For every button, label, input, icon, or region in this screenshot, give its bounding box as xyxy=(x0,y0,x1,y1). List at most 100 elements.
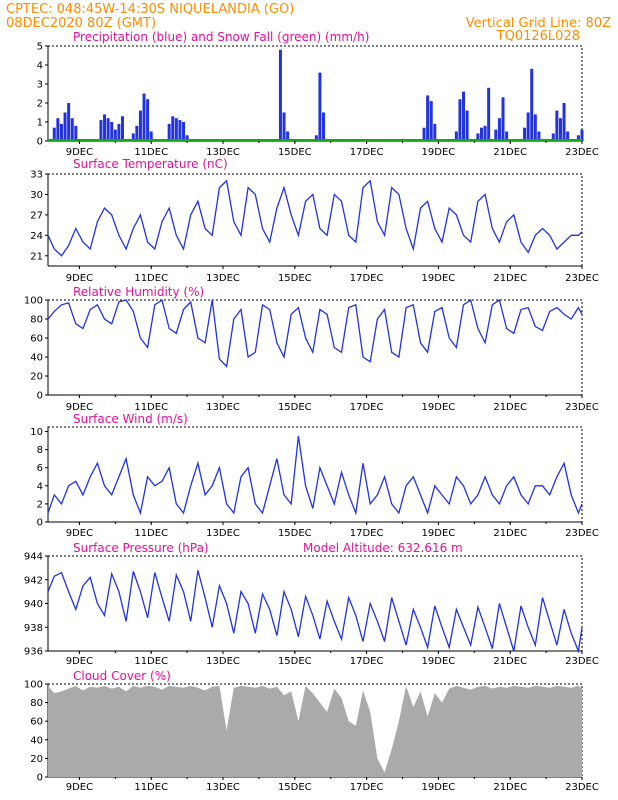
x-tick-label-pressure: 21DEC xyxy=(493,656,527,667)
precip-bar xyxy=(131,133,135,141)
y-tick-label-wind: 2 xyxy=(37,499,43,510)
y-tick-label-pressure: 944 xyxy=(24,552,43,563)
precip-bar xyxy=(120,116,124,141)
panel-frame-rh xyxy=(47,299,583,396)
y-tick-label-rh: 40 xyxy=(30,353,43,364)
precip-bar xyxy=(110,122,114,141)
precip-bar xyxy=(454,131,458,141)
precip-bar xyxy=(494,129,498,141)
y-tick-label-precip: 0 xyxy=(37,137,43,148)
x-tick-label-precip: 15DEC xyxy=(278,147,312,158)
precip-bar xyxy=(178,120,182,141)
x-tick-label-wind: 9DEC xyxy=(66,528,93,539)
precip-bar xyxy=(146,99,150,141)
y-tick-label-wind: 8 xyxy=(37,445,43,456)
panel-pressure: Surface Pressure (hPa) Model Altitude: 63… xyxy=(24,541,599,667)
header-date: 08DEC2020 80Z (GMT) xyxy=(6,16,156,31)
x-tick-label-temp: 11DEC xyxy=(134,273,168,284)
panel-wind: Surface Wind (m/s) 0 2 4 6 8 10 9DEC 11DEC 13DEC 1… xyxy=(30,412,599,539)
precip-bar xyxy=(551,133,555,141)
y-tick-label-rh: 100 xyxy=(24,296,43,307)
panel-title-precip: Precipitation (blue) and Snow Fall (gree… xyxy=(73,30,369,44)
x-tick-label-cloud: 11DEC xyxy=(134,782,168,793)
y-tick-label-rh: 0 xyxy=(37,391,43,402)
x-tick-label-precip: 9DEC xyxy=(66,147,93,158)
header-location: CPTEC: 048:45W-14:30S NIQUELANDIA (GO) xyxy=(6,2,294,17)
x-tick-label-rh: 9DEC xyxy=(66,402,93,413)
panel-title-cloud: Cloud Cover (%) xyxy=(73,669,171,683)
precip-bar xyxy=(106,118,110,141)
y-tick-label-cloud: 100 xyxy=(24,680,43,691)
precip-bar xyxy=(458,99,462,141)
x-tick-label-cloud: 19DEC xyxy=(422,782,456,793)
panel-rh: Relative Humidity (%) 0 20 40 60 80 100 9DEC 11D… xyxy=(24,285,599,413)
x-tick-label-precip: 19DEC xyxy=(422,147,456,158)
x-tick-label-cloud: 9DEC xyxy=(66,782,93,793)
y-tick-label-pressure: 936 xyxy=(24,647,43,658)
precip-bar xyxy=(174,118,178,141)
panel-title-pressure: Surface Pressure (hPa) xyxy=(73,541,209,555)
y-tick-label-cloud: 80 xyxy=(30,698,43,709)
y-tick-label-temp: 21 xyxy=(30,251,43,262)
precip-bar xyxy=(558,118,562,141)
precip-bar xyxy=(580,129,584,141)
series-line-wind xyxy=(47,435,583,516)
y-tick-label-cloud: 0 xyxy=(37,773,43,784)
precip-bar xyxy=(167,123,171,141)
header-grid-line: Vertical Grid Line: 80Z xyxy=(466,16,611,31)
x-tick-label-precip: 13DEC xyxy=(206,147,240,158)
precip-bar xyxy=(74,125,78,141)
y-tick-label-cloud: 40 xyxy=(30,735,43,746)
x-tick-label-precip: 23DEC xyxy=(565,147,599,158)
series-line-temp xyxy=(47,179,583,257)
x-tick-label-cloud: 17DEC xyxy=(350,782,384,793)
x-tick-label-precip: 11DEC xyxy=(134,147,168,158)
y-tick-label-temp: 30 xyxy=(30,190,43,201)
x-tick-label-pressure: 11DEC xyxy=(134,656,168,667)
x-tick-label-cloud: 23DEC xyxy=(565,782,599,793)
x-tick-label-pressure: 23DEC xyxy=(565,656,599,667)
precip-bar xyxy=(149,131,153,141)
panel-precip: Precipitation (blue) and Snow Fall (gree… xyxy=(37,30,599,158)
precip-bar xyxy=(476,133,480,141)
x-tick-label-pressure: 9DEC xyxy=(66,656,93,667)
x-tick-label-wind: 17DEC xyxy=(350,528,384,539)
panel-annotation-pressure: Model Altitude: 632.616 m xyxy=(303,541,463,555)
x-tick-label-rh: 21DEC xyxy=(493,402,527,413)
precip-bar xyxy=(314,135,318,141)
precip-bar xyxy=(318,72,322,141)
x-tick-label-rh: 15DEC xyxy=(278,402,312,413)
precip-bar xyxy=(70,118,74,141)
precip-bar xyxy=(135,125,139,141)
precip-bar xyxy=(537,131,541,141)
x-tick-label-pressure: 13DEC xyxy=(206,656,240,667)
precip-bar xyxy=(505,131,509,141)
precip-bar xyxy=(426,95,430,141)
x-tick-label-temp: 23DEC xyxy=(565,273,599,284)
x-tick-label-temp: 17DEC xyxy=(350,273,384,284)
x-tick-label-wind: 21DEC xyxy=(493,528,527,539)
x-tick-label-rh: 17DEC xyxy=(350,402,384,413)
panel-cloud: Cloud Cover (%) 0 20 40 60 80 100 9DEC 11DEC 13DE… xyxy=(24,669,599,793)
panel-title-rh: Relative Humidity (%) xyxy=(73,285,204,299)
x-tick-label-wind: 19DEC xyxy=(422,528,456,539)
series-line-rh xyxy=(47,298,583,368)
x-tick-label-pressure: 17DEC xyxy=(350,656,384,667)
y-tick-label-rh: 80 xyxy=(30,315,43,326)
y-tick-label-precip: 5 xyxy=(37,42,43,53)
precip-bar xyxy=(562,103,566,141)
y-tick-label-precip: 4 xyxy=(37,61,43,72)
y-tick-label-precip: 1 xyxy=(37,118,43,129)
precip-bar xyxy=(117,123,121,141)
panel-frame-wind xyxy=(47,426,583,523)
y-tick-label-pressure: 940 xyxy=(24,599,43,610)
series-line-pressure xyxy=(47,570,583,654)
y-tick-label-rh: 20 xyxy=(30,372,43,383)
y-tick-label-precip: 3 xyxy=(37,80,43,91)
x-tick-label-rh: 13DEC xyxy=(206,402,240,413)
x-tick-label-rh: 23DEC xyxy=(565,402,599,413)
panel-title-wind: Surface Wind (m/s) xyxy=(73,412,188,426)
x-tick-label-temp: 15DEC xyxy=(278,273,312,284)
y-tick-label-pressure: 942 xyxy=(24,575,43,586)
precip-bar xyxy=(142,93,146,141)
